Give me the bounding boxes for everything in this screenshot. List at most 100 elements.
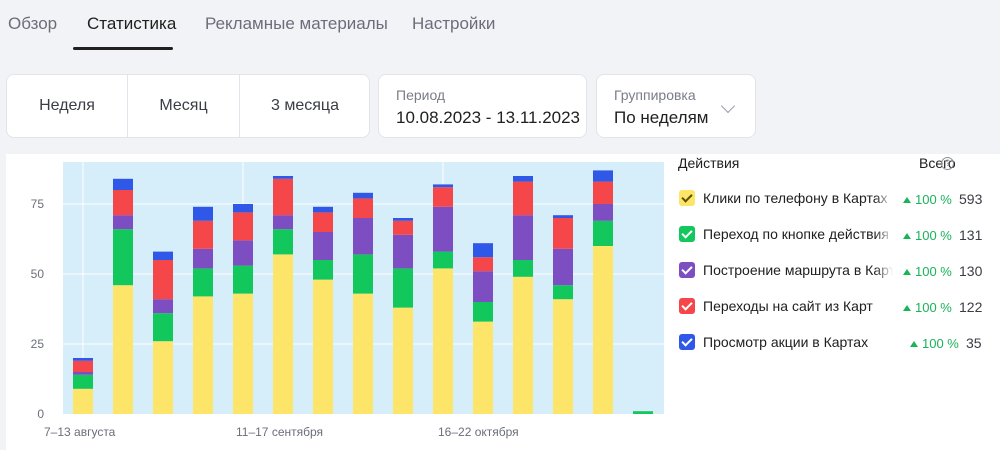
checkbox-icon[interactable] [679,226,695,242]
range-3-months-button[interactable]: 3 месяца [271,97,339,114]
y-tick-label: 25 [31,337,45,351]
bar-segment [353,218,373,255]
bar-segment [393,307,413,414]
tab-statistics[interactable]: Статистика [87,14,177,33]
checkbox-icon[interactable] [679,190,695,206]
bar-segment [513,181,533,216]
legend-item-change: 100 % [903,192,952,207]
range-month-button[interactable]: Месяц [159,97,208,114]
legend-item-total: 131 [959,227,983,243]
bar-segment [353,254,373,294]
divider [127,75,128,137]
bar-segment [393,220,413,235]
bar-segment [513,215,533,260]
bar-segment [113,229,133,286]
legend-item-change: 100 % [903,228,952,243]
tab-overview[interactable]: Обзор [8,14,58,33]
bar-segment [273,254,293,414]
bar-segment [553,215,573,218]
checkbox-icon[interactable] [679,262,695,278]
legend-item[interactable]: Просмотр акции в Картах 100 % 35 [665,331,1000,355]
bar-segment [433,268,453,414]
bar-segment [393,268,413,308]
bar-segment [353,192,373,199]
legend-item-change: 100 % [903,264,952,279]
bar-segment [113,215,133,230]
bar-segment [113,178,133,190]
bar-segment [473,321,493,414]
bar-segment [553,248,573,286]
bar-segment [273,178,293,216]
chart-panel: 0 25 50 75 7–13 августа 11–17 сентября 16–22 о… [6,154,665,450]
bar-segment [593,181,613,204]
bar-segment [433,184,453,188]
legend-item-label: Переходы на сайт из Карт [703,298,893,314]
bar-segment [73,360,93,372]
tab-bar: Обзор Статистика Рекламные материалы Нас… [0,0,1000,52]
bar-segment [273,176,293,179]
y-tick-label: 75 [31,197,45,211]
bar-segment [433,187,453,207]
legend-panel: Действия Всего ? Клики по телефону в Кар… [665,154,1000,450]
bar-segment [433,251,453,269]
bar-segment [153,299,173,314]
legend-item[interactable]: Переходы на сайт из Карт 100 % 122 [665,295,1000,319]
bar-segment [593,220,613,246]
bar-segment [73,372,93,375]
bar-segment [233,204,253,213]
period-field[interactable]: Период 10.08.2023 - 13.11.2023 [378,74,587,138]
range-week-button[interactable]: Неделя [39,97,95,114]
tab-ad-materials[interactable]: Рекламные материалы [205,14,388,33]
legend-item[interactable]: Переход по кнопке действия в Картах 100 … [665,223,1000,247]
bar-segment [473,302,493,322]
bar-segment [313,279,333,414]
bar-segment [233,212,253,241]
bar-segment [273,215,293,230]
bar-segment [593,204,613,221]
bar-segment [193,220,213,249]
bar-segment [113,285,133,414]
bar-segment [153,341,173,414]
bar-segment [553,285,573,300]
bar-segment [153,251,173,260]
y-tick-label: 0 [37,407,44,421]
legend-item-total: 122 [959,299,983,315]
checkbox-icon[interactable] [679,334,695,350]
legend-header-actions: Действия [678,155,740,171]
bar-segment [233,265,253,294]
range-selector: Неделя Месяц 3 месяца [6,74,370,138]
bar-segment [153,313,173,342]
tab-settings[interactable]: Настройки [412,14,496,33]
bar-segment [193,206,213,221]
grouping-select[interactable]: Группировка По неделям [596,74,756,138]
active-tab-indicator [73,47,173,50]
checkbox-icon[interactable] [679,298,695,314]
chevron-down-icon [720,98,736,114]
bar-segment [73,388,93,414]
bar-segment [593,246,613,414]
bar-segment [313,232,333,260]
bar-segment [313,260,333,280]
bar-segment [473,271,493,302]
bar-segment [473,257,493,272]
x-tick-label: 11–17 сентября [236,425,323,439]
bar-segment [233,240,253,266]
legend-item[interactable]: Построение маршрута в Картах 100 % 130 [665,259,1000,283]
bar-segment [393,218,413,221]
legend-item-label: Клики по телефону в Картах [703,190,893,206]
help-icon[interactable]: ? [941,157,954,170]
bar-segment [193,268,213,297]
bar-segment [473,243,493,258]
bar-segment [73,374,93,389]
x-tick-label: 7–13 августа [44,425,116,439]
period-value: 10.08.2023 - 13.11.2023 [396,108,581,127]
bar-segment [633,411,653,414]
bar-segment [513,276,533,414]
y-tick-label: 50 [31,267,45,281]
legend-item-total: 593 [959,191,983,207]
stacked-bar-chart: 0 25 50 75 7–13 августа 11–17 сентября 16–22 о… [31,162,664,439]
grouping-label: Группировка [614,87,696,103]
legend-item-total: 130 [959,263,983,279]
legend-item[interactable]: Клики по телефону в Картах 100 % 593 [665,187,1000,211]
bar-segment [153,260,173,300]
